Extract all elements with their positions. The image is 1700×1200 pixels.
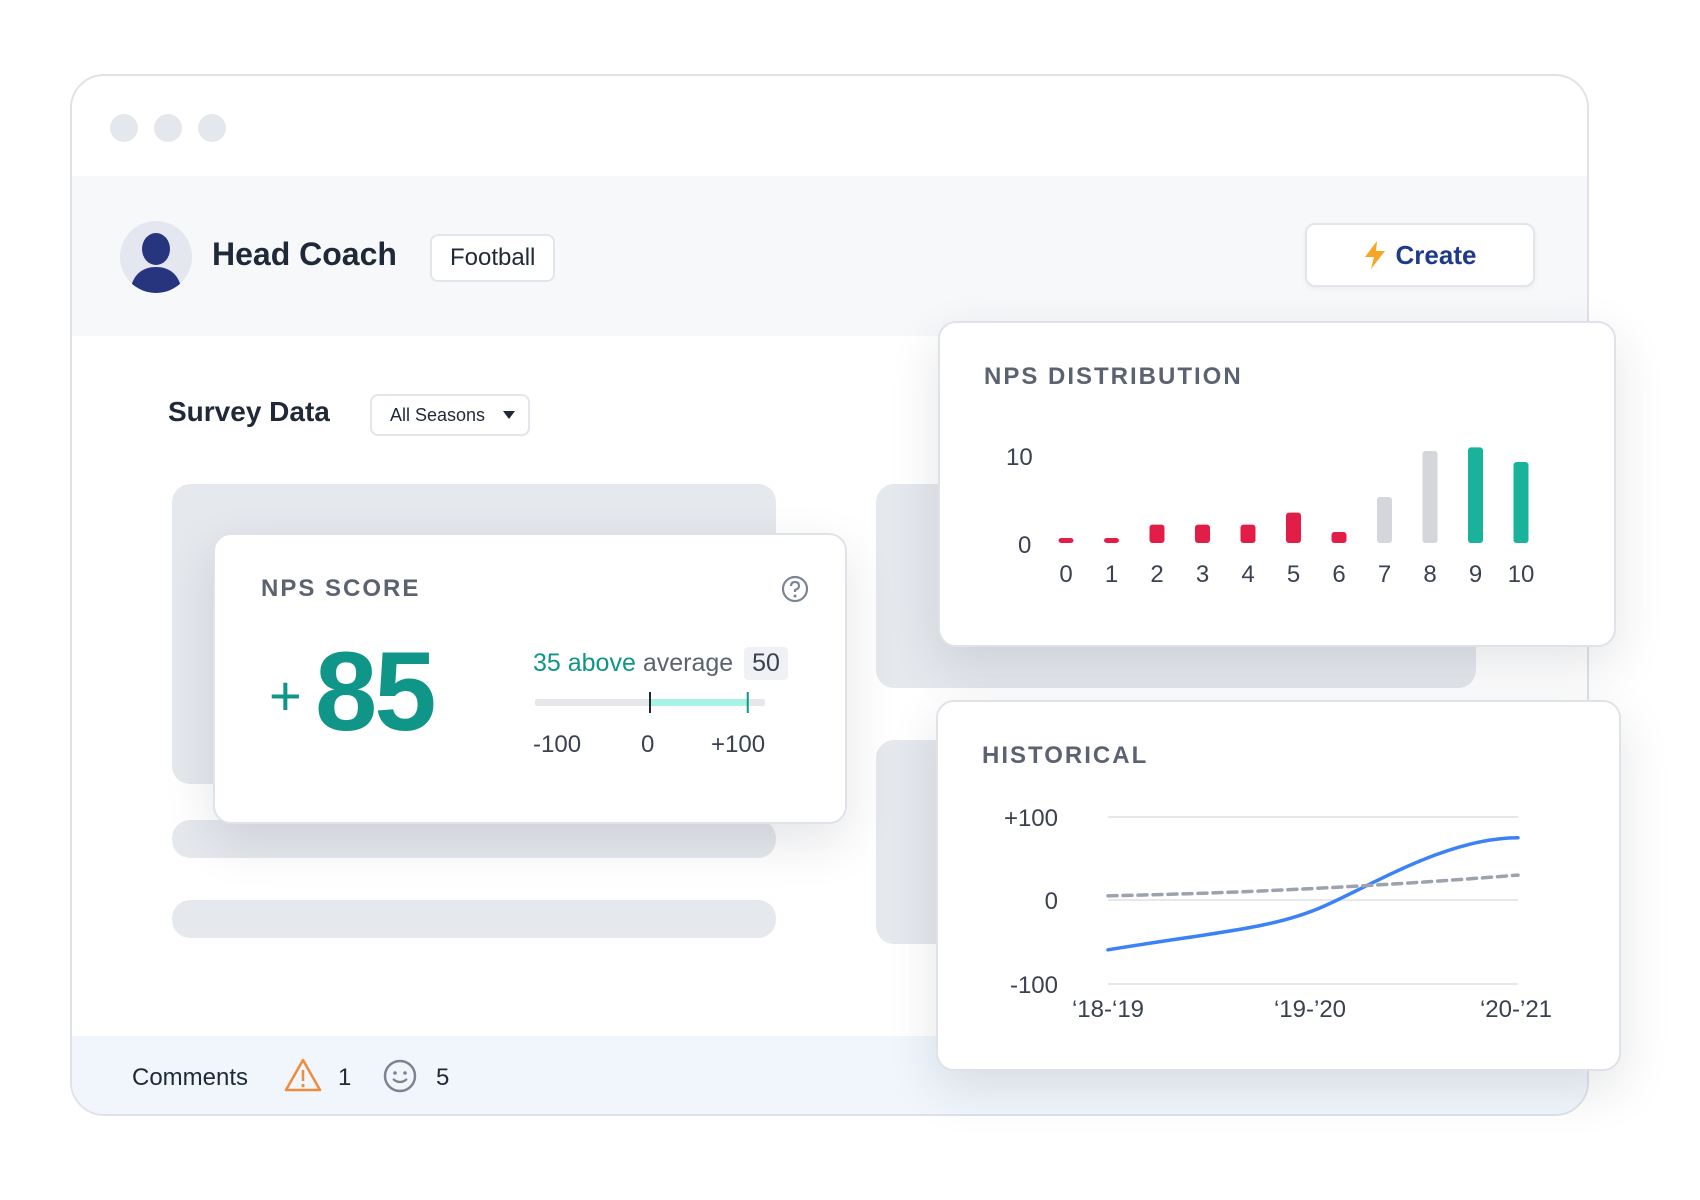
x-tick-label: 6 xyxy=(1332,561,1345,588)
x-tick-label: 10 xyxy=(1508,561,1535,588)
bar xyxy=(1513,462,1529,543)
window-dot xyxy=(110,114,138,142)
bar xyxy=(1377,497,1392,543)
y-tick-label: +100 xyxy=(1004,805,1058,832)
coach-name: Head Coach xyxy=(212,236,397,272)
nps-value: 85 xyxy=(315,629,437,754)
profile-header: Head Coach Football Create xyxy=(72,176,1587,336)
bar xyxy=(1286,512,1301,543)
historical-card: HISTORICAL +100 0 -100 ‘18-‘19 ‘19-’20 ‘20-’2… xyxy=(936,700,1621,1071)
nps-distribution-card: NPS DISTRIBUTION 10 0 0 1 2 3 4 5 6 7 8 9 10 xyxy=(938,321,1616,647)
create-button[interactable]: Create xyxy=(1305,223,1535,287)
distribution-title: NPS DISTRIBUTION xyxy=(984,363,1243,390)
scale-min-label: -100 xyxy=(533,731,582,758)
caret-down-icon xyxy=(503,411,516,419)
survey-title: Survey Data xyxy=(168,396,330,427)
comments-label: Comments xyxy=(132,1064,249,1091)
placeholder-bar xyxy=(172,900,776,938)
scale-mid-label: 0 xyxy=(641,731,655,758)
distribution-chart: 10 0 0 1 2 3 4 5 6 7 8 9 10 xyxy=(1006,444,1535,588)
x-tick-label: ‘19-’20 xyxy=(1274,996,1346,1023)
x-tick-label: 2 xyxy=(1150,561,1163,588)
bar xyxy=(1195,524,1210,543)
score-scale xyxy=(535,692,765,713)
bar xyxy=(1240,524,1256,543)
x-tick-label: 4 xyxy=(1241,561,1254,588)
nps-sign: + xyxy=(269,664,302,727)
y-tick-label: 10 xyxy=(1006,444,1033,471)
smile-count: 5 xyxy=(436,1064,450,1091)
x-tick-label: 5 xyxy=(1287,561,1300,588)
x-tick-label: 9 xyxy=(1469,561,1482,588)
bar xyxy=(1149,524,1165,543)
scale-max-label: +100 xyxy=(711,731,766,758)
bar xyxy=(1422,451,1438,543)
window-dot xyxy=(154,114,182,142)
historical-title: HISTORICAL xyxy=(982,742,1149,769)
season-select[interactable]: All Seasons xyxy=(370,394,530,436)
bar xyxy=(1468,447,1483,543)
y-tick-label: -100 xyxy=(1010,972,1058,999)
bar xyxy=(1331,531,1347,543)
x-tick-label: ‘18-‘19 xyxy=(1072,996,1144,1023)
avatar[interactable] xyxy=(120,221,192,293)
nps-score-card: NPS SCORE + 85 35 above average 50 -100 … xyxy=(213,533,847,824)
help-icon[interactable] xyxy=(781,575,809,603)
y-tick-label: 0 xyxy=(1045,888,1058,915)
warning-icon[interactable] xyxy=(284,1058,322,1092)
historical-chart: +100 0 -100 ‘18-‘19 ‘19-’20 ‘20-’21 xyxy=(1004,805,1552,1023)
x-tick-label: ‘20-’21 xyxy=(1480,996,1552,1023)
x-tick-label: 0 xyxy=(1059,561,1072,588)
scale-fill xyxy=(650,699,748,706)
warning-count: 1 xyxy=(338,1064,352,1091)
bar xyxy=(1058,538,1074,543)
create-label: Create xyxy=(1395,239,1477,270)
score-line xyxy=(1106,836,1520,952)
sport-tag[interactable]: Football xyxy=(430,234,556,282)
window-dot xyxy=(198,114,226,142)
average-label: average xyxy=(642,649,734,677)
person-icon xyxy=(130,233,182,293)
y-tick-label: 0 xyxy=(1018,532,1031,559)
smile-icon[interactable] xyxy=(382,1058,418,1094)
season-select-value: All Seasons xyxy=(390,404,486,425)
x-tick-label: 8 xyxy=(1423,561,1436,588)
x-tick-label: 1 xyxy=(1105,561,1118,588)
above-average-text: 35 above average 50 xyxy=(533,647,788,680)
average-value: 50 xyxy=(744,647,788,680)
diff-text: 35 above xyxy=(533,649,636,677)
x-tick-label: 7 xyxy=(1378,561,1391,588)
average-line xyxy=(1106,873,1520,898)
lightning-icon xyxy=(1364,241,1385,269)
nps-score-title: NPS SCORE xyxy=(261,575,421,602)
x-tick-label: 3 xyxy=(1196,561,1209,588)
placeholder-bar xyxy=(172,820,776,858)
bar xyxy=(1104,538,1119,543)
